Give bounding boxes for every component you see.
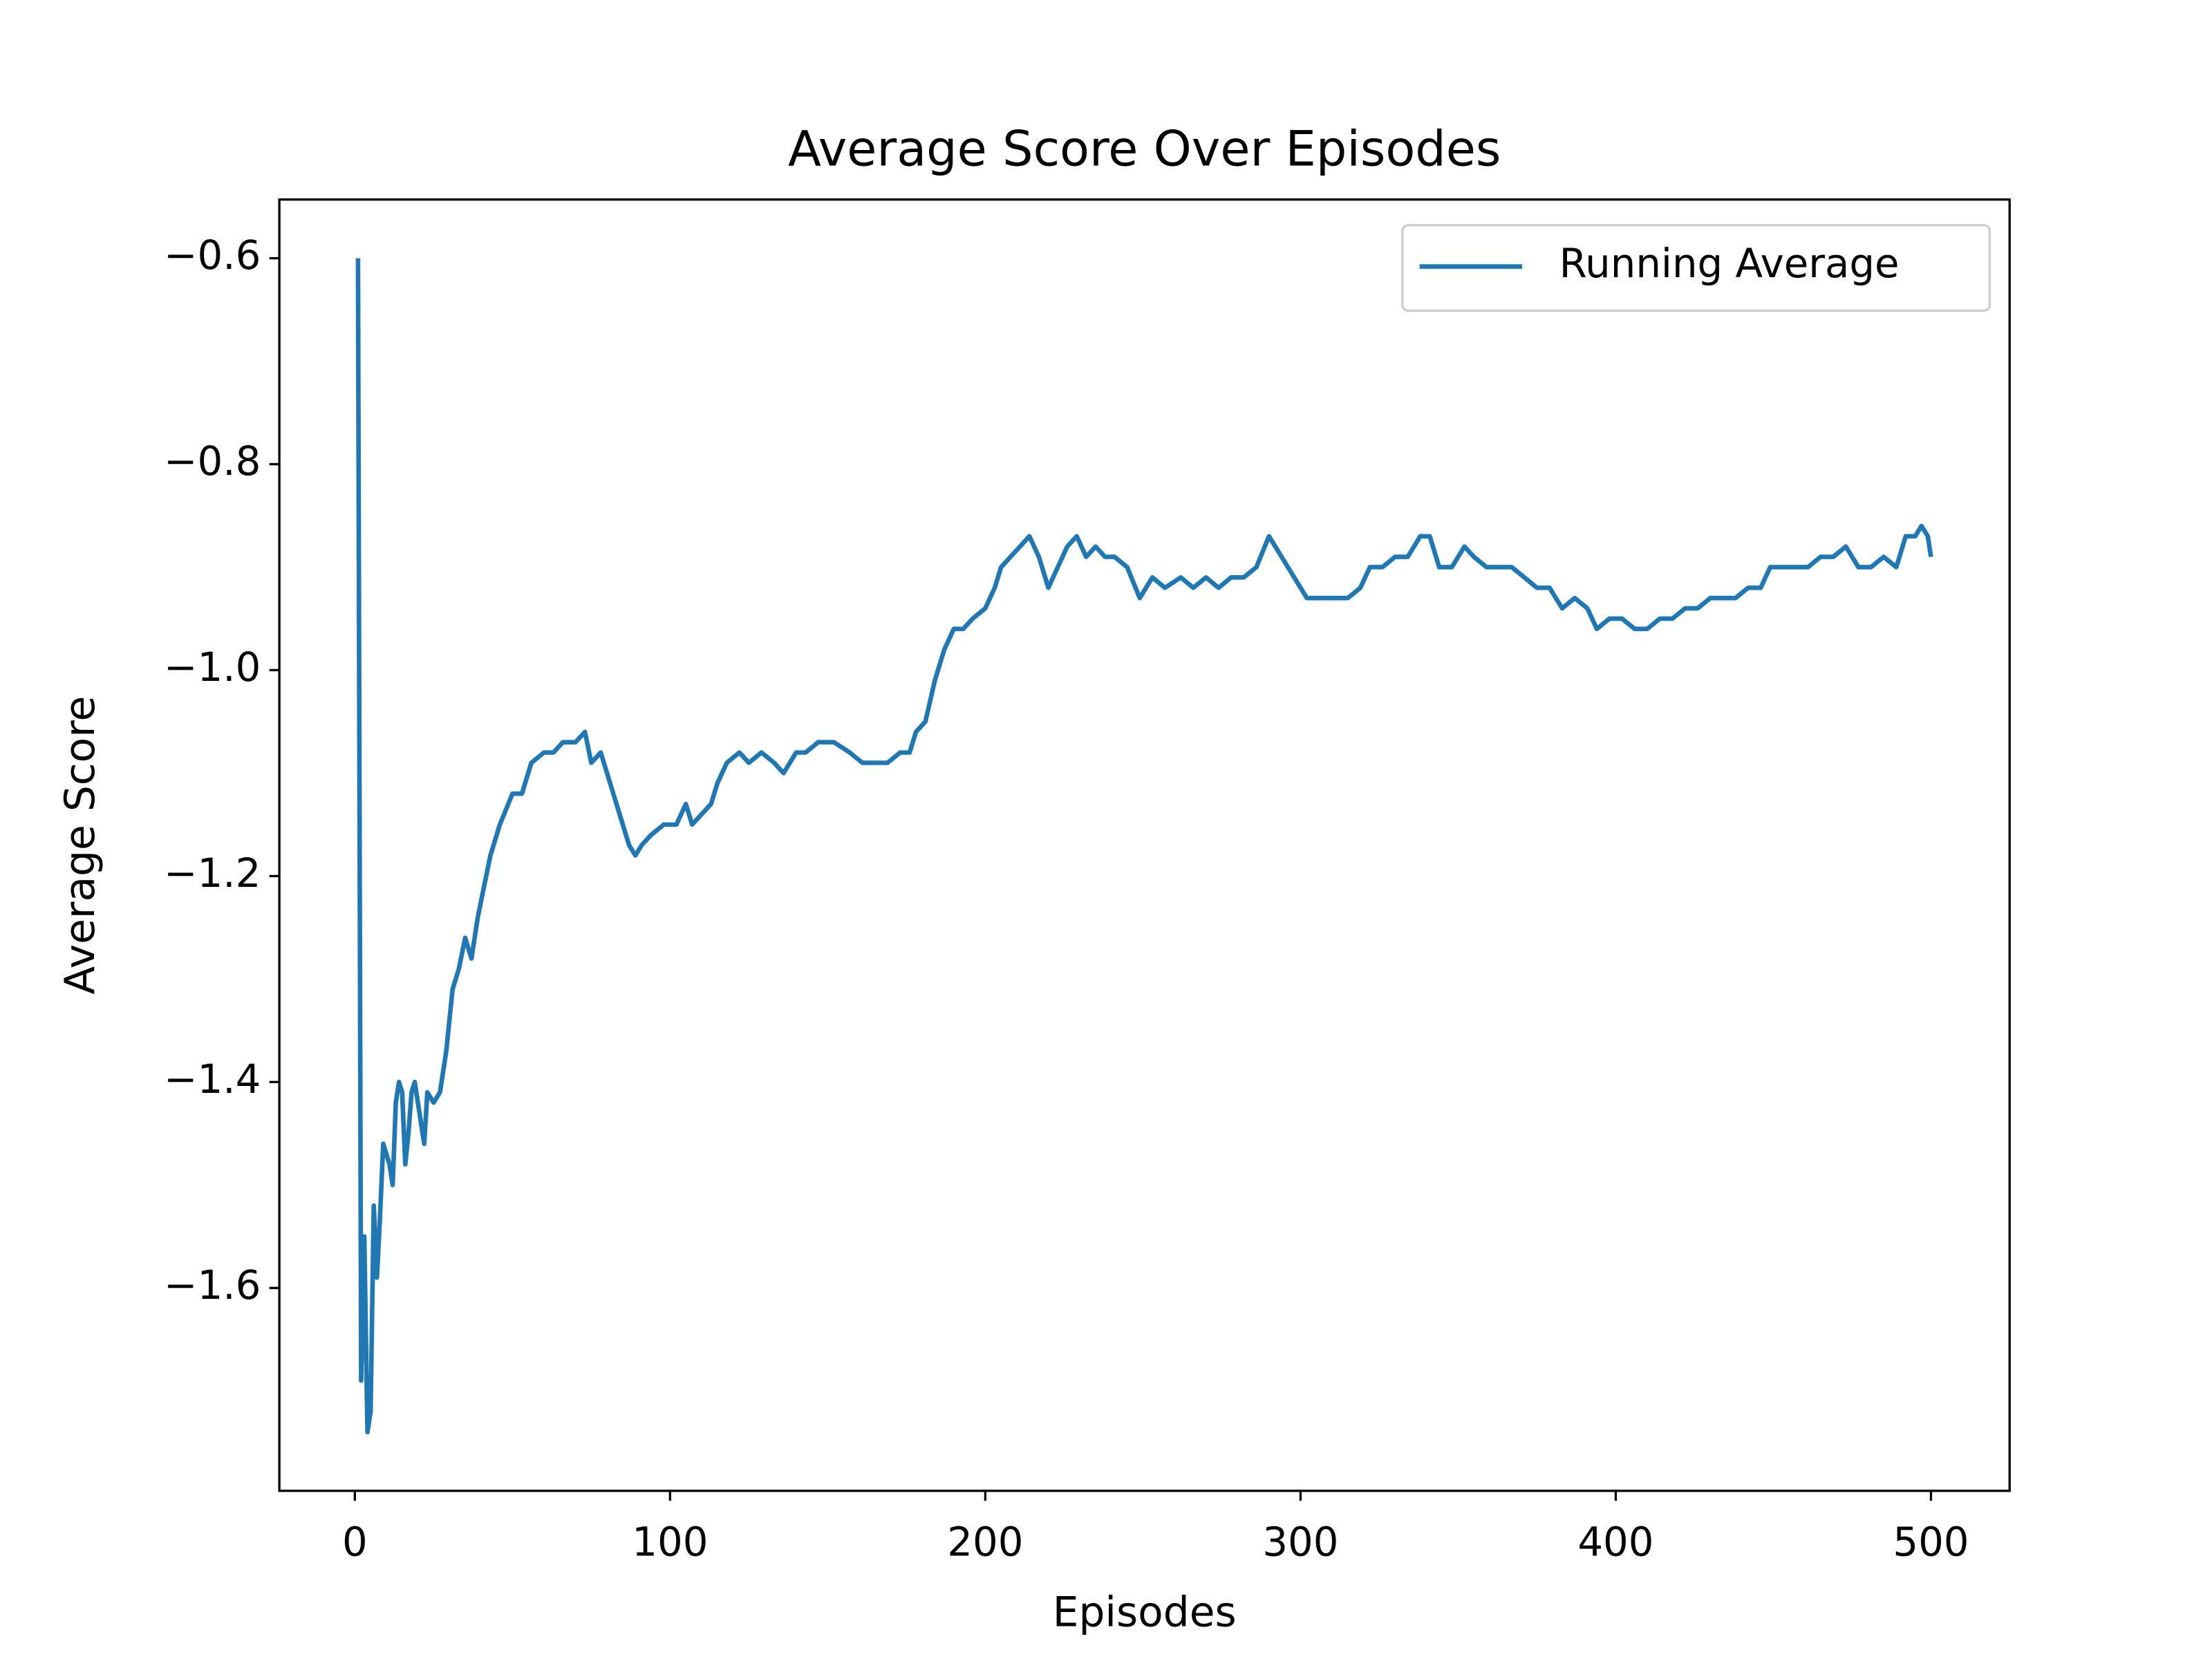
y-tick-label: −0.8 [164,438,261,485]
y-tick-label: −1.2 [164,850,261,897]
data-line [355,258,1933,1435]
legend-box [1401,224,1991,312]
legend-label: Running Average [1559,240,1900,287]
y-tick-label: −1.0 [164,644,261,691]
y-axis-label: Average Score [57,696,104,995]
x-tick-label: 400 [1577,1519,1653,1566]
x-tick-label: 300 [1262,1519,1338,1566]
x-tick-label: 100 [632,1519,708,1566]
plot-frame [278,198,2011,1492]
y-tick-label: −1.4 [164,1056,261,1103]
x-tick-label: 500 [1893,1519,1969,1566]
chart-title: Average Score Over Episodes [788,121,1501,178]
y-tick-label: −1.6 [164,1262,261,1309]
x-tick-label: 0 [342,1519,368,1566]
x-axis-label: Episodes [1053,1589,1237,1637]
x-tick-label: 200 [947,1519,1023,1566]
y-tick-label: −0.6 [164,232,261,279]
